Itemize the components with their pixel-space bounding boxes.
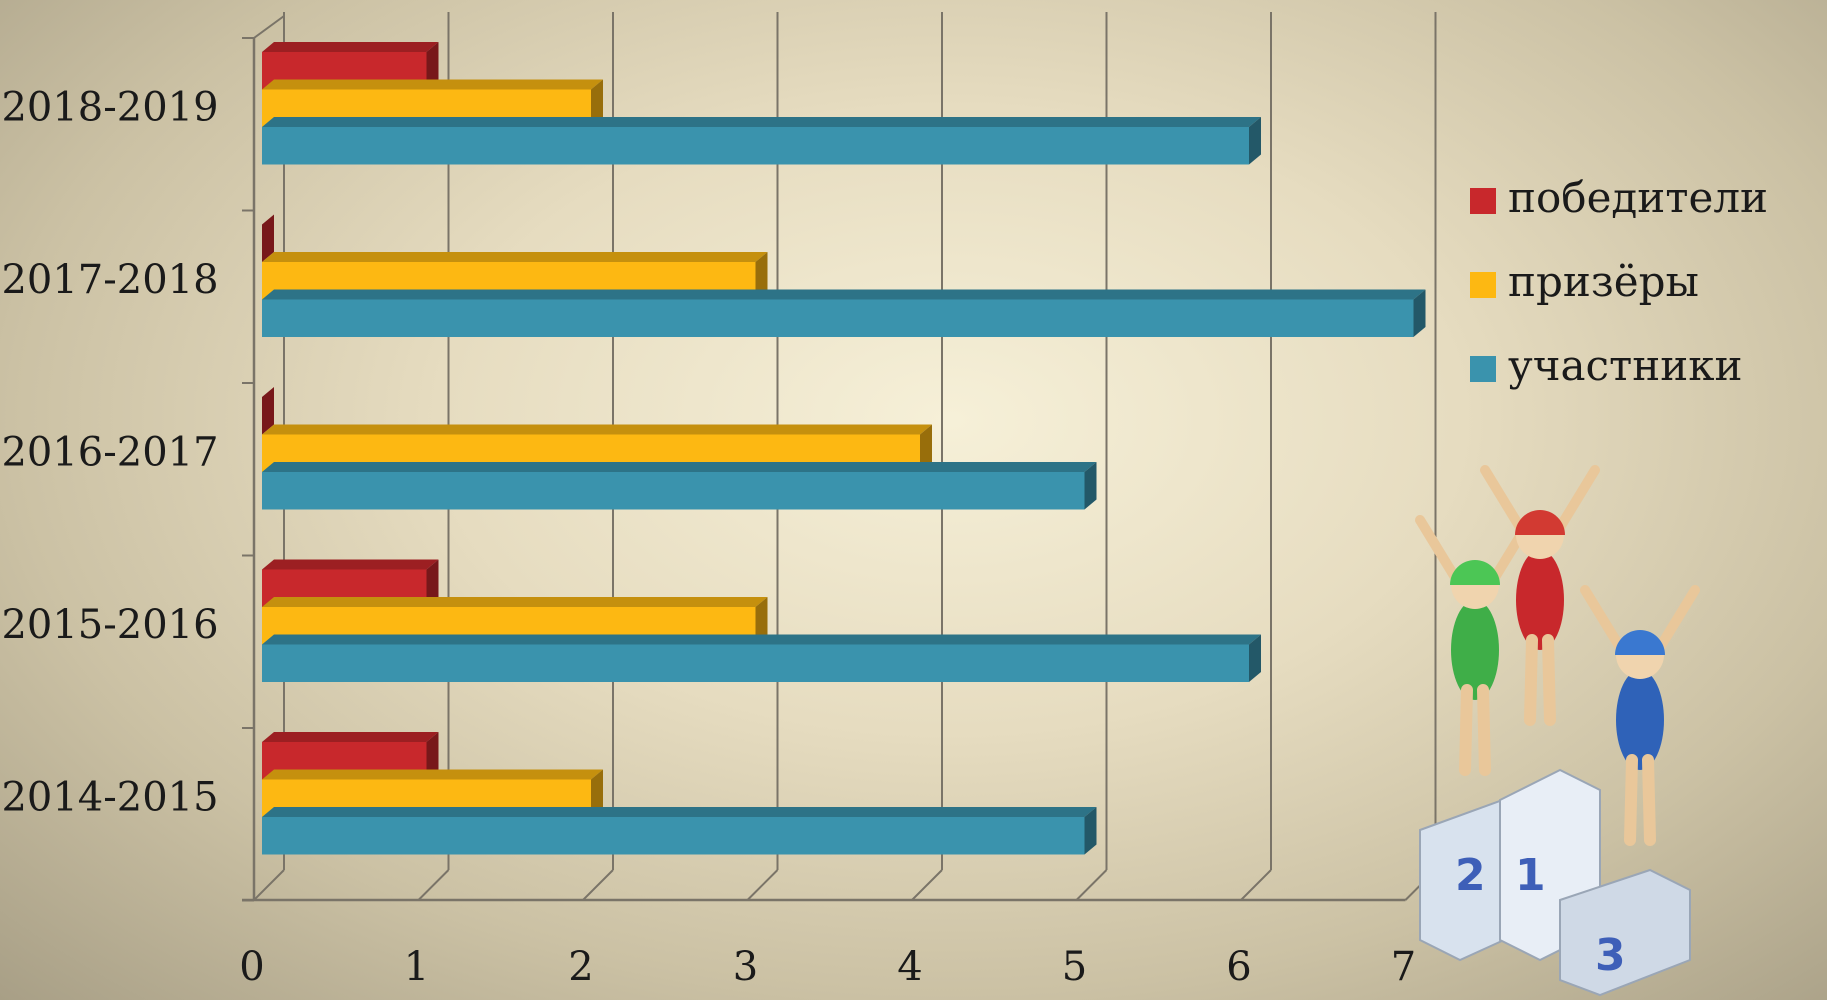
x-tick-label: 1 xyxy=(404,944,429,990)
figure-body xyxy=(1516,550,1564,650)
figure-leg xyxy=(1624,754,1638,846)
bar-top xyxy=(262,424,932,435)
bar-top xyxy=(262,559,439,570)
legend-label: победители xyxy=(1508,173,1768,222)
figure-second-place xyxy=(1415,515,1535,776)
bar-top xyxy=(262,597,768,607)
x-tick-label: 4 xyxy=(897,944,922,990)
legend-swatch xyxy=(1470,272,1496,298)
axes xyxy=(242,15,1406,902)
figure-first-place xyxy=(1480,465,1600,726)
floor-gridline xyxy=(582,869,614,901)
podium-third xyxy=(1559,868,1691,997)
x-tick-labels: 0 1 2 3 4 5 6 7 xyxy=(239,944,1416,990)
podium-number-3: 3 xyxy=(1595,930,1626,981)
figure-leg xyxy=(1542,634,1556,726)
bar-side xyxy=(1413,289,1426,337)
bar-side xyxy=(426,732,439,780)
y-axis-top-edge xyxy=(253,15,285,39)
figure-leg xyxy=(1642,754,1656,846)
figure-leg xyxy=(1477,684,1491,776)
bar-side xyxy=(1084,807,1097,855)
category-label: 2015-2016 xyxy=(1,602,218,648)
bar-front xyxy=(262,472,1085,510)
figure-leg xyxy=(1459,684,1473,776)
legend-label: участники xyxy=(1508,341,1743,390)
bar-front xyxy=(262,299,1414,337)
floor-gridline xyxy=(417,869,450,901)
category-label: 2016-2017 xyxy=(1,429,218,475)
x-tick-label: 2 xyxy=(568,944,593,990)
bar-top xyxy=(262,634,1261,645)
bar-top xyxy=(262,289,1426,300)
bar-zero xyxy=(262,214,274,262)
bar-side xyxy=(920,424,932,472)
x-tick-label: 5 xyxy=(1062,944,1087,990)
category-labels: 2018-2019 2017-2018 2016-2017 2015-2016 2014… xyxy=(1,84,218,820)
floor-gridline xyxy=(1240,869,1272,901)
bar-side xyxy=(591,79,603,127)
x-tick-label: 6 xyxy=(1226,944,1251,990)
bar-side xyxy=(591,769,603,817)
legend-swatch xyxy=(1470,188,1496,214)
bar xyxy=(262,289,1426,337)
bar-side xyxy=(1249,117,1261,165)
figure-leg xyxy=(1524,634,1538,726)
figure-third-place xyxy=(1580,585,1700,846)
bar-side xyxy=(1084,462,1097,510)
bar-side xyxy=(426,42,439,90)
floor-gridline xyxy=(911,869,943,901)
bar-zero xyxy=(262,387,274,435)
podium-number-1: 1 xyxy=(1515,850,1546,901)
figure-cap xyxy=(1515,510,1565,535)
figure-body xyxy=(1616,670,1664,770)
bar-top xyxy=(262,79,603,90)
bar xyxy=(262,387,274,435)
bar-side xyxy=(426,559,439,607)
category-label: 2018-2019 xyxy=(1,84,218,130)
bar-front xyxy=(262,127,1249,165)
podium-illustration: 2 13 xyxy=(1415,465,1700,997)
bar xyxy=(262,807,1097,855)
bar xyxy=(262,214,274,262)
bar-front xyxy=(262,817,1085,855)
legend: победители призёры участники xyxy=(1470,173,1768,390)
category-label: 2014-2015 xyxy=(1,774,218,820)
legend-label: призёры xyxy=(1508,257,1699,306)
bar-top xyxy=(262,462,1097,472)
x-tick-label: 3 xyxy=(733,944,758,990)
bar xyxy=(262,634,1261,682)
bar-side xyxy=(755,597,768,645)
podium-number-2: 2 xyxy=(1455,850,1486,901)
bar-top xyxy=(262,732,439,742)
bars xyxy=(262,42,1426,855)
legend-swatch xyxy=(1470,356,1496,382)
x-tick-label: 0 xyxy=(239,944,264,990)
bar xyxy=(262,117,1261,165)
bar-top xyxy=(262,42,439,52)
figure-cap xyxy=(1450,560,1500,585)
floor-gridline xyxy=(1075,869,1108,901)
bar-front xyxy=(262,644,1249,682)
bar-top xyxy=(262,769,603,780)
bar-top xyxy=(262,117,1261,127)
bar-side xyxy=(1249,634,1261,682)
floor-gridline xyxy=(253,869,285,901)
floor-gridline xyxy=(746,869,779,901)
bar xyxy=(262,462,1097,510)
category-label: 2017-2018 xyxy=(1,257,218,303)
x-tick-label: 7 xyxy=(1391,944,1416,990)
bar-side xyxy=(755,252,768,300)
figure-body xyxy=(1451,600,1499,700)
figure-cap xyxy=(1615,630,1665,655)
bar-top xyxy=(262,252,768,262)
bar-top xyxy=(262,807,1097,817)
